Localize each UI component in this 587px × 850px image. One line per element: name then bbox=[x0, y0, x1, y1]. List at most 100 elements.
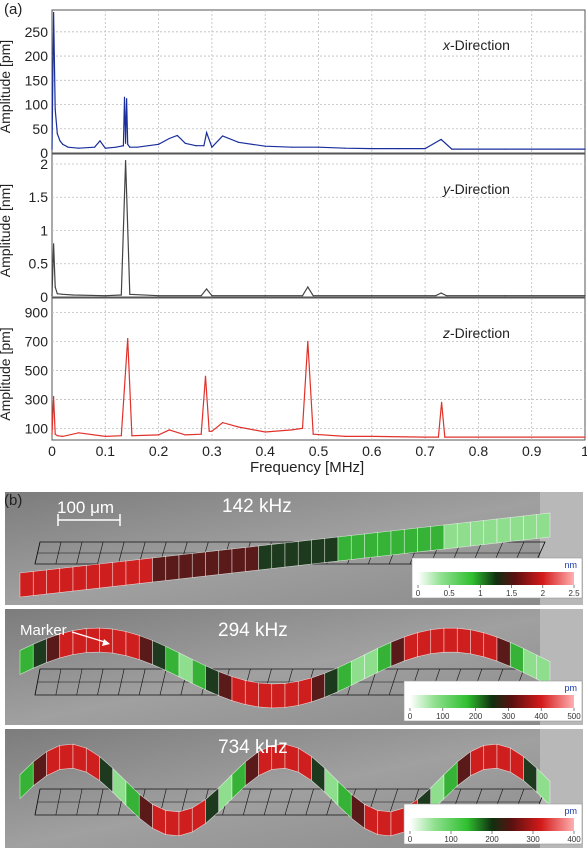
y-tick-label: 0.5 bbox=[29, 256, 49, 272]
title-rest: -Direction bbox=[450, 37, 510, 53]
trace-point bbox=[120, 294, 122, 296]
mode-shape-panels: nm 0 0.5 1 1.5 2 2.5 pm 0 100 200 300 400 500 pm 0 100 20… bbox=[5, 492, 583, 848]
colorbar-tick-label: 400 bbox=[567, 835, 581, 844]
trace-point bbox=[208, 430, 210, 432]
mode-beam-segment bbox=[244, 545, 259, 572]
trace-point bbox=[437, 436, 440, 438]
trace-point bbox=[312, 295, 314, 297]
trace-point bbox=[56, 435, 58, 437]
mode-beam-segment bbox=[72, 565, 87, 592]
mode-beam-segment bbox=[430, 524, 445, 551]
mode-beam-segment bbox=[178, 807, 193, 837]
mode-beam-segment bbox=[496, 636, 511, 667]
mode-beam-segment bbox=[205, 550, 220, 577]
colorbar-tick-label: 2.5 bbox=[568, 589, 580, 598]
trace-point bbox=[115, 146, 117, 148]
mode-beam-segment bbox=[377, 810, 392, 837]
trace-point bbox=[317, 146, 320, 148]
mode-beam-segment bbox=[483, 632, 498, 662]
trace-point bbox=[237, 141, 240, 143]
mode-beam-segment bbox=[32, 569, 47, 596]
plot-frame bbox=[51, 153, 586, 298]
panel-b-label: (b) bbox=[4, 492, 23, 509]
x-axis-title: Frequency [MHz] bbox=[250, 459, 365, 476]
mode-beam-segment bbox=[46, 568, 61, 595]
colorbar-tick-label: 100 bbox=[444, 835, 458, 844]
trace-point bbox=[52, 11, 55, 14]
y-tick-label: 200 bbox=[25, 48, 49, 64]
mode-beam-segment bbox=[244, 680, 259, 708]
title-axis-letter: y bbox=[442, 181, 451, 197]
trace-point bbox=[504, 148, 506, 150]
trace-point bbox=[184, 434, 186, 436]
trace-point bbox=[221, 135, 224, 137]
x-tick-label: 0 bbox=[48, 443, 56, 459]
colorbar bbox=[410, 818, 574, 831]
trace-point bbox=[237, 426, 240, 428]
trace-point bbox=[397, 148, 400, 150]
trace-point bbox=[312, 433, 314, 435]
colorbar-tick-label: 400 bbox=[535, 712, 549, 721]
mode-beam-segment bbox=[85, 563, 100, 590]
trace-point bbox=[195, 145, 197, 147]
mode-beam-segment bbox=[430, 627, 445, 655]
trace-point bbox=[127, 143, 129, 145]
mode-beam-segment bbox=[523, 514, 538, 541]
y-tick-label: 500 bbox=[25, 362, 49, 378]
trace-point bbox=[120, 435, 122, 437]
x-tick-label: 0.5 bbox=[309, 443, 329, 459]
mode-beam-segment bbox=[509, 515, 524, 542]
mode-beam-segment bbox=[483, 743, 498, 770]
mode-beam-segment bbox=[337, 535, 352, 562]
y-tick-label: 50 bbox=[32, 121, 48, 137]
colorbar-tick-label: 0.5 bbox=[444, 589, 456, 598]
trace-point bbox=[444, 436, 446, 438]
trace-point bbox=[59, 140, 61, 142]
mode-beam-segment bbox=[364, 532, 379, 559]
trace-point bbox=[62, 435, 64, 437]
mode-beam-segment bbox=[138, 557, 153, 584]
trace-point bbox=[158, 143, 160, 145]
trace-point bbox=[477, 436, 479, 438]
colorbar-tick-label: 100 bbox=[436, 712, 450, 721]
trace-point bbox=[211, 146, 213, 148]
mode-beam-segment bbox=[417, 526, 432, 553]
trace-point bbox=[211, 295, 213, 297]
trace-point bbox=[531, 436, 533, 438]
mode-beam-segment bbox=[138, 635, 153, 665]
x-tick-label: 0.3 bbox=[202, 443, 222, 459]
trace-point bbox=[445, 295, 448, 297]
trace-point bbox=[67, 146, 69, 148]
trace-point bbox=[584, 148, 586, 150]
trace-point bbox=[584, 295, 586, 297]
trace-point bbox=[129, 146, 131, 148]
x-tick-label: 1 bbox=[581, 443, 587, 459]
colorbar-tick-label: 500 bbox=[567, 712, 581, 721]
trace-point bbox=[54, 108, 56, 110]
trace-point bbox=[124, 160, 127, 162]
trace-point bbox=[168, 429, 170, 431]
trace-point bbox=[307, 286, 309, 288]
mode-beam-segment bbox=[231, 547, 246, 574]
x-tick-label: 0.9 bbox=[522, 443, 542, 459]
mode-beam-segment bbox=[112, 560, 127, 587]
title-rest: -Direction bbox=[450, 181, 510, 197]
colorbar-tick-label: 0 bbox=[408, 712, 413, 721]
title-axis-letter: z bbox=[442, 325, 450, 341]
y-tick-label: 700 bbox=[25, 333, 49, 349]
trace-point bbox=[371, 295, 373, 297]
trace-point bbox=[440, 292, 442, 294]
y-tick-label: 1.5 bbox=[29, 189, 49, 205]
trace-point bbox=[127, 337, 129, 340]
colorbar bbox=[418, 572, 574, 585]
colorbar-tick-label: 300 bbox=[526, 835, 540, 844]
mode-beam-segment bbox=[99, 562, 114, 589]
trace-point bbox=[123, 96, 126, 98]
mode-beam-segment bbox=[231, 676, 246, 705]
mode-beam-segment bbox=[536, 512, 551, 539]
trace-point bbox=[104, 435, 106, 437]
y-tick-label: 100 bbox=[25, 420, 49, 436]
trace-point bbox=[424, 148, 426, 150]
trace-point bbox=[126, 98, 128, 100]
